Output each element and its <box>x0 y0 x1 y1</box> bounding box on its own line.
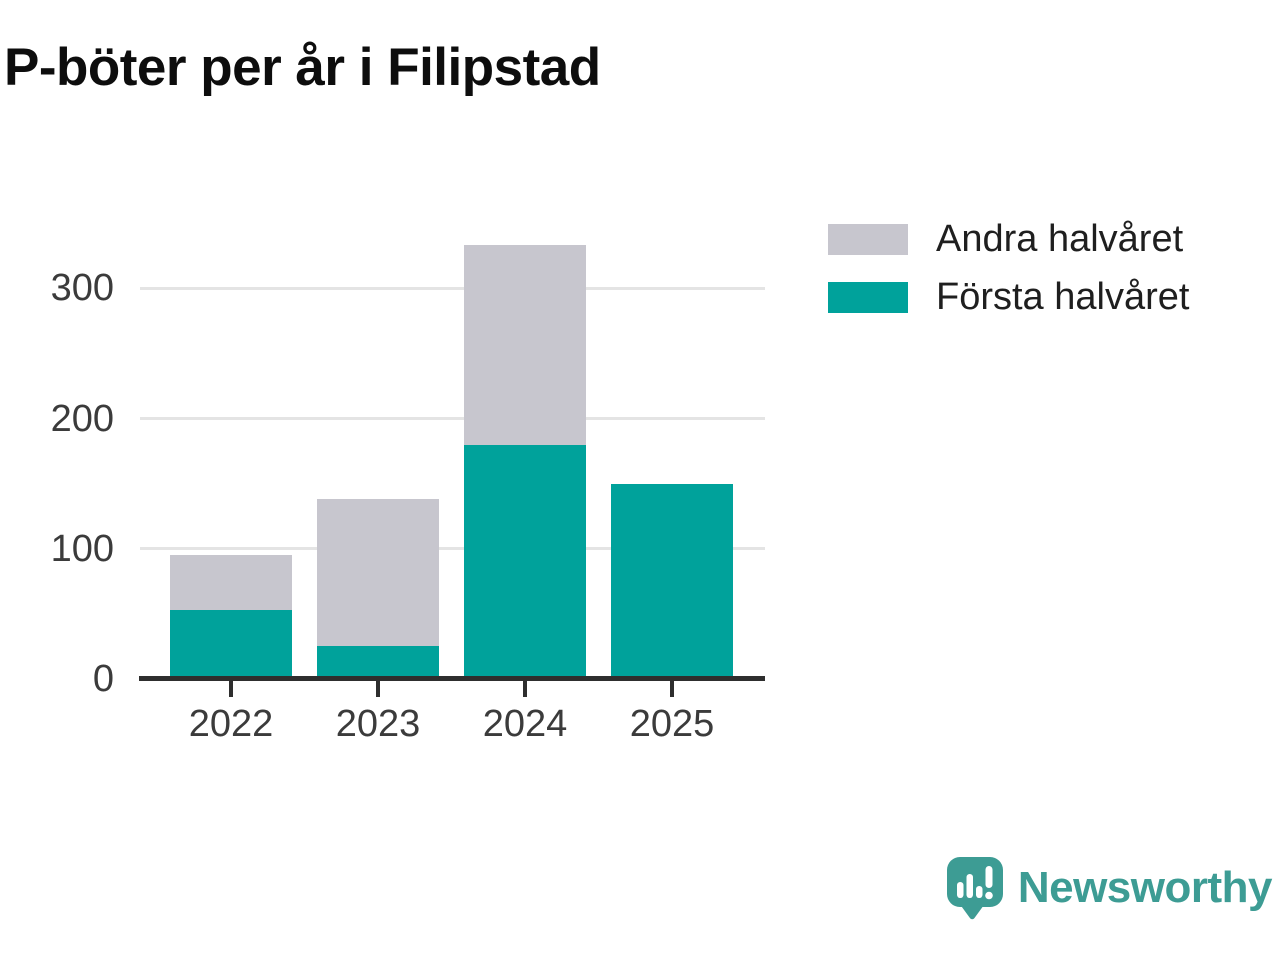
bar-2023-andra-halv-ret <box>317 499 439 647</box>
legend-item-f-rsta-halv-ret: Första halvåret <box>828 276 1190 318</box>
x-axis-baseline <box>139 676 765 681</box>
bar-2024-andra-halv-ret <box>464 245 586 445</box>
x-axis-tick <box>670 679 674 697</box>
y-axis-tick-label: 0 <box>92 658 114 700</box>
gridline-300 <box>140 286 765 290</box>
gridline-200 <box>140 417 765 421</box>
bar-2022-f-rsta-halv-ret <box>170 609 292 679</box>
x-axis-tick-label: 2024 <box>482 703 568 745</box>
legend: Andra halvåret Första halvåret <box>828 218 1190 338</box>
legend-label: Första halvåret <box>936 276 1190 318</box>
bar-2023-f-rsta-halv-ret <box>317 646 439 679</box>
x-axis-tick-label: 2022 <box>188 703 274 745</box>
y-axis-tick-label: 300 <box>50 267 114 310</box>
chart-title: P-böter per år i Filipstad <box>4 38 601 97</box>
bar-2025-f-rsta-halv-ret <box>611 483 733 679</box>
brand-logo: Newsworthy <box>946 856 1273 920</box>
newsworthy-logo-icon <box>946 857 1003 920</box>
bar-2022-andra-halv-ret <box>170 555 292 610</box>
legend-label: Andra halvåret <box>936 218 1184 260</box>
x-axis-tick <box>523 679 527 697</box>
bar-2024-f-rsta-halv-ret <box>464 444 586 679</box>
legend-item-andra-halv-ret: Andra halvåret <box>828 218 1189 260</box>
x-axis-tick <box>376 679 380 697</box>
x-axis-tick-label: 2025 <box>629 703 715 745</box>
legend-swatch-icon <box>828 223 908 255</box>
brand-name: Newsworthy <box>1017 863 1273 912</box>
legend-swatch-icon <box>828 281 908 313</box>
x-axis-tick-label: 2023 <box>335 703 421 745</box>
y-axis-tick-label: 100 <box>50 527 114 570</box>
x-axis-tick <box>229 679 233 697</box>
y-axis-tick-label: 200 <box>50 397 114 440</box>
gridline-100 <box>140 547 765 551</box>
